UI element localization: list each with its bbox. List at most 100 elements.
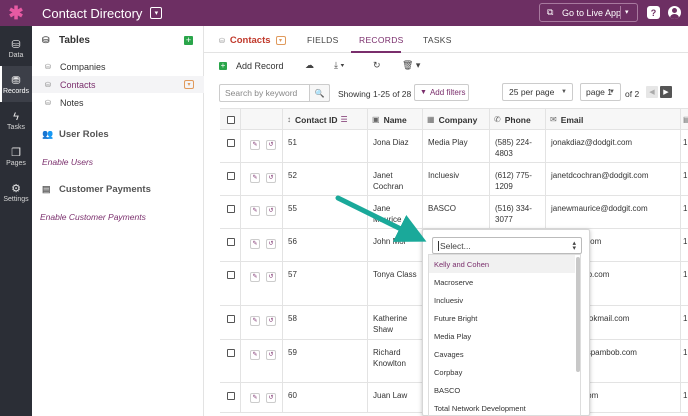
chevron-down-icon[interactable]: ▾ [275,36,286,45]
dropdown-option[interactable]: Incluesiv [434,295,464,305]
row-checkbox[interactable] [227,139,235,147]
row-checkbox[interactable] [227,238,235,246]
row-checkbox[interactable] [227,315,235,323]
trash-icon[interactable]: 🗑 ▾ [402,60,421,70]
row-checkbox-cell[interactable] [220,262,240,305]
cell-name[interactable]: Janet Cochran [367,163,422,195]
cell-company[interactable]: BASCO [422,196,489,228]
cell-company[interactable]: Media Play [422,130,489,162]
logo-icon[interactable]: ✱ [8,2,24,23]
cell-email[interactable]: janewmaurice@dodgit.com [545,196,680,228]
row-checkbox-cell[interactable] [220,383,240,412]
row-checkbox-cell[interactable] [220,340,240,382]
cell-phone[interactable]: (612) 775-1209 [489,163,545,195]
history-icon[interactable]: ↺ [266,173,276,183]
row-checkbox[interactable] [227,271,235,279]
table-row[interactable]: ✎ ↺ 51 Jona Diaz Media Play (585) 224-4803 jon… [220,130,688,163]
download-icon[interactable]: ⤓ ▾ [334,60,345,70]
cell-extra[interactable]: 1 [680,340,688,382]
cell-name[interactable]: Katherine Shaw [367,306,422,339]
refresh-icon[interactable]: ↻ [373,60,381,70]
go-to-live-app-button[interactable]: ⧉ Go to Live App ▾ [539,3,638,22]
add-table-button[interactable]: + [184,35,193,45]
cell-phone[interactable]: (585) 224-4803 [489,130,545,162]
row-checkbox[interactable] [227,205,235,213]
cell-contact-id[interactable]: 59 [282,340,367,382]
current-table[interactable]: ⛁ Contacts ▾ [219,35,286,46]
history-icon[interactable]: ↺ [266,206,276,216]
column-header-contact-id[interactable]: ↕ Contact ID ☰ [282,109,367,130]
per-page-select[interactable]: 25 per page ▼ [502,83,573,101]
cell-contact-id[interactable]: 51 [282,130,367,162]
cell-extra[interactable]: 1 [680,130,688,162]
edit-icon[interactable]: ✎ [250,173,260,183]
dropdown-option[interactable]: Future Bright [434,313,478,323]
history-icon[interactable]: ↺ [266,272,276,282]
tab-tasks[interactable]: TASKS [423,35,452,45]
nav-settings[interactable]: ⚙ Settings [0,174,32,210]
enable-customer-payments-link[interactable]: Enable Customer Payments [40,212,146,222]
column-header-email[interactable]: ✉ Email [545,109,680,130]
sort-desc-icon[interactable]: ☰ [340,115,348,124]
nav-tasks[interactable]: ϟ Tasks [0,102,32,138]
cell-contact-id[interactable]: 52 [282,163,367,195]
cell-extra[interactable]: 1 [680,163,688,195]
nav-pages[interactable]: ❐ Pages [0,138,32,174]
cell-email[interactable]: jonakdiaz@dodgit.com [545,130,680,162]
edit-icon[interactable]: ✎ [250,272,260,282]
row-checkbox[interactable] [227,392,235,400]
column-header-name[interactable]: ▣ Name [367,109,422,130]
row-checkbox-cell[interactable] [220,130,240,162]
prev-page-button[interactable]: ◀ [646,86,658,98]
history-icon[interactable]: ↺ [266,393,276,403]
row-checkbox-cell[interactable] [220,163,240,195]
cell-extra[interactable]: 1 [680,229,688,261]
dropdown-option[interactable]: Kelly and Cohen [429,255,575,273]
dropdown-option[interactable]: Macroserve [434,277,474,287]
edit-icon[interactable]: ✎ [250,140,260,150]
cell-name[interactable]: Jane Maurice [367,196,422,228]
company-options-list[interactable]: Kelly and Cohen Macroserve Incluesiv Future… [428,254,581,416]
edit-icon[interactable]: ✎ [250,206,260,216]
page-select[interactable]: page 1 ▼ [580,83,621,101]
table-row[interactable]: ✎ ↺ 55 Jane Maurice BASCO (516) 334-3077 janew… [220,196,688,229]
company-select-input[interactable]: Select... ▴ ▾ [432,237,582,254]
cell-contact-id[interactable]: 60 [282,383,367,412]
history-icon[interactable]: ↺ [266,239,276,249]
chevron-down-icon[interactable]: ▾ [150,7,163,19]
search-icon[interactable]: 🔍 [309,84,330,102]
history-icon[interactable]: ↺ [266,350,276,360]
add-filters-button[interactable]: ▼ Add filters [414,84,469,101]
sidebar-item-notes[interactable]: ⛁ Notes [32,94,204,111]
add-record-button[interactable]: + Add Record [219,61,284,71]
chevron-down-icon[interactable]: ▾ [184,80,194,89]
tab-fields[interactable]: FIELDS [307,35,339,45]
cell-name[interactable]: Jona Diaz [367,130,422,162]
row-checkbox[interactable] [227,172,235,180]
cell-name[interactable]: Richard Knowlton [367,340,422,382]
row-checkbox-cell[interactable] [220,196,240,228]
cell-extra[interactable]: 1 [680,196,688,228]
cell-contact-id[interactable]: 55 [282,196,367,228]
cell-name[interactable]: Tonya Class [367,262,422,305]
cell-contact-id[interactable]: 57 [282,262,367,305]
edit-icon[interactable]: ✎ [250,393,260,403]
dropdown-option[interactable]: Total Network Development [434,403,526,413]
enable-users-link[interactable]: Enable Users [42,157,94,167]
edit-icon[interactable]: ✎ [250,239,260,249]
cell-name[interactable]: Juan Law [367,383,422,412]
edit-icon[interactable]: ✎ [250,350,260,360]
nav-data[interactable]: ⛁ Data [0,30,32,66]
column-header-extra[interactable]: ▤ [680,109,688,130]
help-icon[interactable]: ? [647,6,660,19]
row-checkbox[interactable] [227,349,235,357]
cell-extra[interactable]: 1 [680,306,688,339]
sidebar-item-companies[interactable]: ⛁ Companies [32,58,204,75]
row-checkbox-cell[interactable] [220,229,240,261]
user-avatar-icon[interactable] [668,6,681,19]
dropdown-option[interactable]: Cavages [434,349,464,359]
upload-icon[interactable]: ☁ [305,60,314,70]
row-checkbox-cell[interactable] [220,306,240,339]
column-header-company[interactable]: ▦ Company [422,109,489,130]
table-row[interactable]: ✎ ↺ 52 Janet Cochran Incluesiv (612) 775-1209… [220,163,688,196]
